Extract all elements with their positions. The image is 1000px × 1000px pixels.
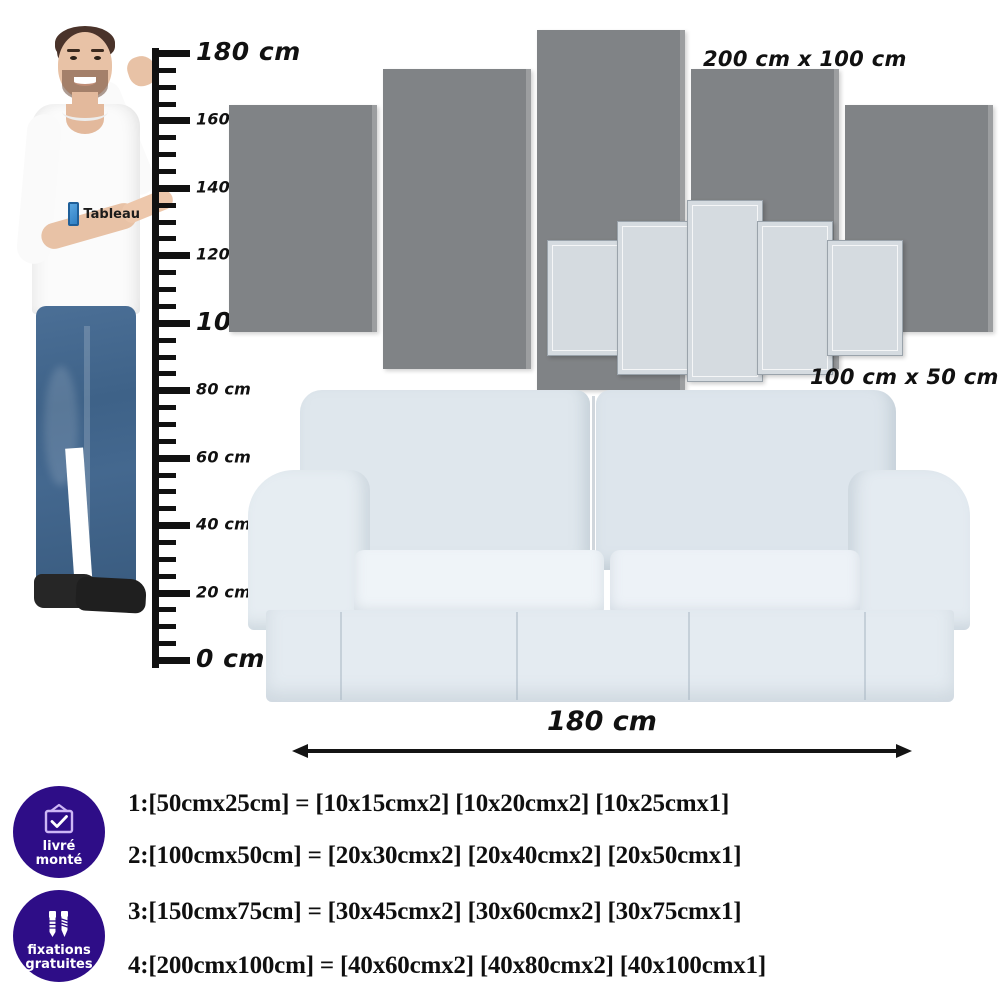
ruler-tick-minor [157,84,176,90]
sofa-width-arrow: 180 cm [292,706,912,758]
ruler-tick-major [156,522,190,530]
small-panel-2 [617,221,693,375]
person-eyebrow-left [67,49,80,52]
brand-logo-mark-icon [68,202,80,226]
ruler-tick-minor [157,489,176,495]
badge-livre-monte-text: livré monté [35,838,83,868]
ruler-label-180: 180 cm [196,37,301,67]
brand-logo-text: Tableau [83,206,140,222]
ruler-tick-minor [157,287,176,293]
ruler-spine [152,48,159,668]
badge-fixations-line2: gratuites [25,956,93,972]
ruler-tick-minor [157,472,176,478]
ruler-tick-minor [157,169,176,175]
small-panel-3 [687,200,763,382]
sofa-skirt-fold-3 [688,612,690,700]
size-row-3: 3:[150cmx75cm] = [30x45cmx2] [30x60cmx2]… [128,898,742,925]
ruler-tick-major [156,117,190,125]
small-panel-5 [827,240,903,356]
large-set-dimension-label: 200 cm x 100 cm [703,47,907,71]
ruler-tick-minor [157,556,176,562]
sofa-seat-cushion-left [354,550,604,618]
small-set-dimension-label: 100 cm x 50 cm [810,365,999,389]
ruler-tick-minor [157,371,176,377]
ruler-tick-major [156,319,190,327]
ruler-tick-major [156,387,190,395]
sofa-backrest-right [596,390,896,570]
sofa-skirt-fold-4 [864,612,866,700]
sofa-width-label: 180 cm [547,706,657,737]
badge-fixations-line1: fixations [27,942,91,958]
person-eyebrow-right [91,49,104,52]
ruler-tick-major [156,50,190,57]
brand-logo: Tableau [68,200,140,228]
ruler-label-40: 40 cm [196,514,251,534]
ruler-tick-minor [157,539,176,545]
ruler-tick-minor [157,624,176,630]
ruler-tick-minor [157,506,176,512]
ruler-tick-minor [157,303,176,309]
arrow-head-left-icon [292,744,308,758]
badge-fixations-gratuites: fixations gratuites [13,890,105,982]
large-panel-2 [383,69,531,369]
large-panel-1 [229,105,377,332]
person-eye-left [70,56,77,60]
ruler-tick-minor [157,101,176,107]
person-illustration: Tableau [10,18,176,678]
ruler-label-60: 60 cm [196,447,251,467]
badge-fixations-text: fixations gratuites [25,942,93,972]
sofa-armrest-left [248,470,370,630]
size-combination-table: 1:[50cmx25cm] = [10x15cmx2] [10x20cmx2] … [128,780,1000,995]
arrow-head-right-icon [896,744,912,758]
framed-canvas-check-icon [39,797,79,837]
wall-plug-screw-icon [39,901,79,941]
ruler-label-80: 80 cm [196,379,251,399]
ruler-tick-minor [157,270,176,276]
badge-livre-line1: livré [42,838,76,854]
sofa-illustration [248,382,970,707]
sofa-cushion-divider [592,396,595,618]
ruler-tick-minor [157,573,176,579]
person-mouth [74,77,96,86]
ruler-tick-minor [157,337,176,343]
ruler-tick-minor [157,135,176,141]
sofa-seat-cushion-right [610,550,860,618]
small-panel-1 [547,240,623,356]
sofa-skirt-fold-2 [516,612,518,700]
canvas-panel-group: 200 cm x 100 cm 100 cm x 50 cm [225,25,1000,405]
arrow-line [306,749,898,753]
ruler-tick-minor [157,405,176,411]
size-row-4: 4:[200cmx100cm] = [40x60cmx2] [40x80cmx2… [128,952,766,979]
size-row-1: 1:[50cmx25cm] = [10x15cmx2] [10x20cmx2] … [128,790,730,817]
size-row-2: 2:[100cmx50cm] = [20x30cmx2] [20x40cmx2]… [128,842,742,869]
sofa-skirt [266,610,954,702]
ruler-tick-minor [157,354,176,360]
badge-livre-monte: livré monté [13,786,105,878]
ruler-tick-minor [157,202,176,208]
ruler-tick-minor [157,152,176,158]
person-tshirt-collar [62,104,108,134]
ruler-tick-minor [157,607,176,613]
person-eye-right [94,56,101,60]
sofa-armrest-right [848,470,970,630]
ruler-tick-minor [157,438,176,444]
ruler-tick-minor [157,641,176,647]
ruler-tick-major [156,184,190,192]
ruler-tick-major [156,454,190,462]
sofa-skirt-fold-1 [340,612,342,700]
ruler-tick-minor [157,67,176,73]
badge-livre-line2: monté [35,852,83,868]
ruler-tick-major [156,657,190,664]
ruler-tick-minor [157,236,176,242]
ruler-tick-major [156,252,190,260]
ruler-label-20: 20 cm [196,582,251,602]
small-panel-4 [757,221,833,375]
ruler-tick-minor [157,421,176,427]
person-shoe-right [75,576,147,614]
ruler-label-0: 0 cm [196,644,265,674]
ruler-tick-minor [157,219,176,225]
ruler-tick-major [156,589,190,597]
